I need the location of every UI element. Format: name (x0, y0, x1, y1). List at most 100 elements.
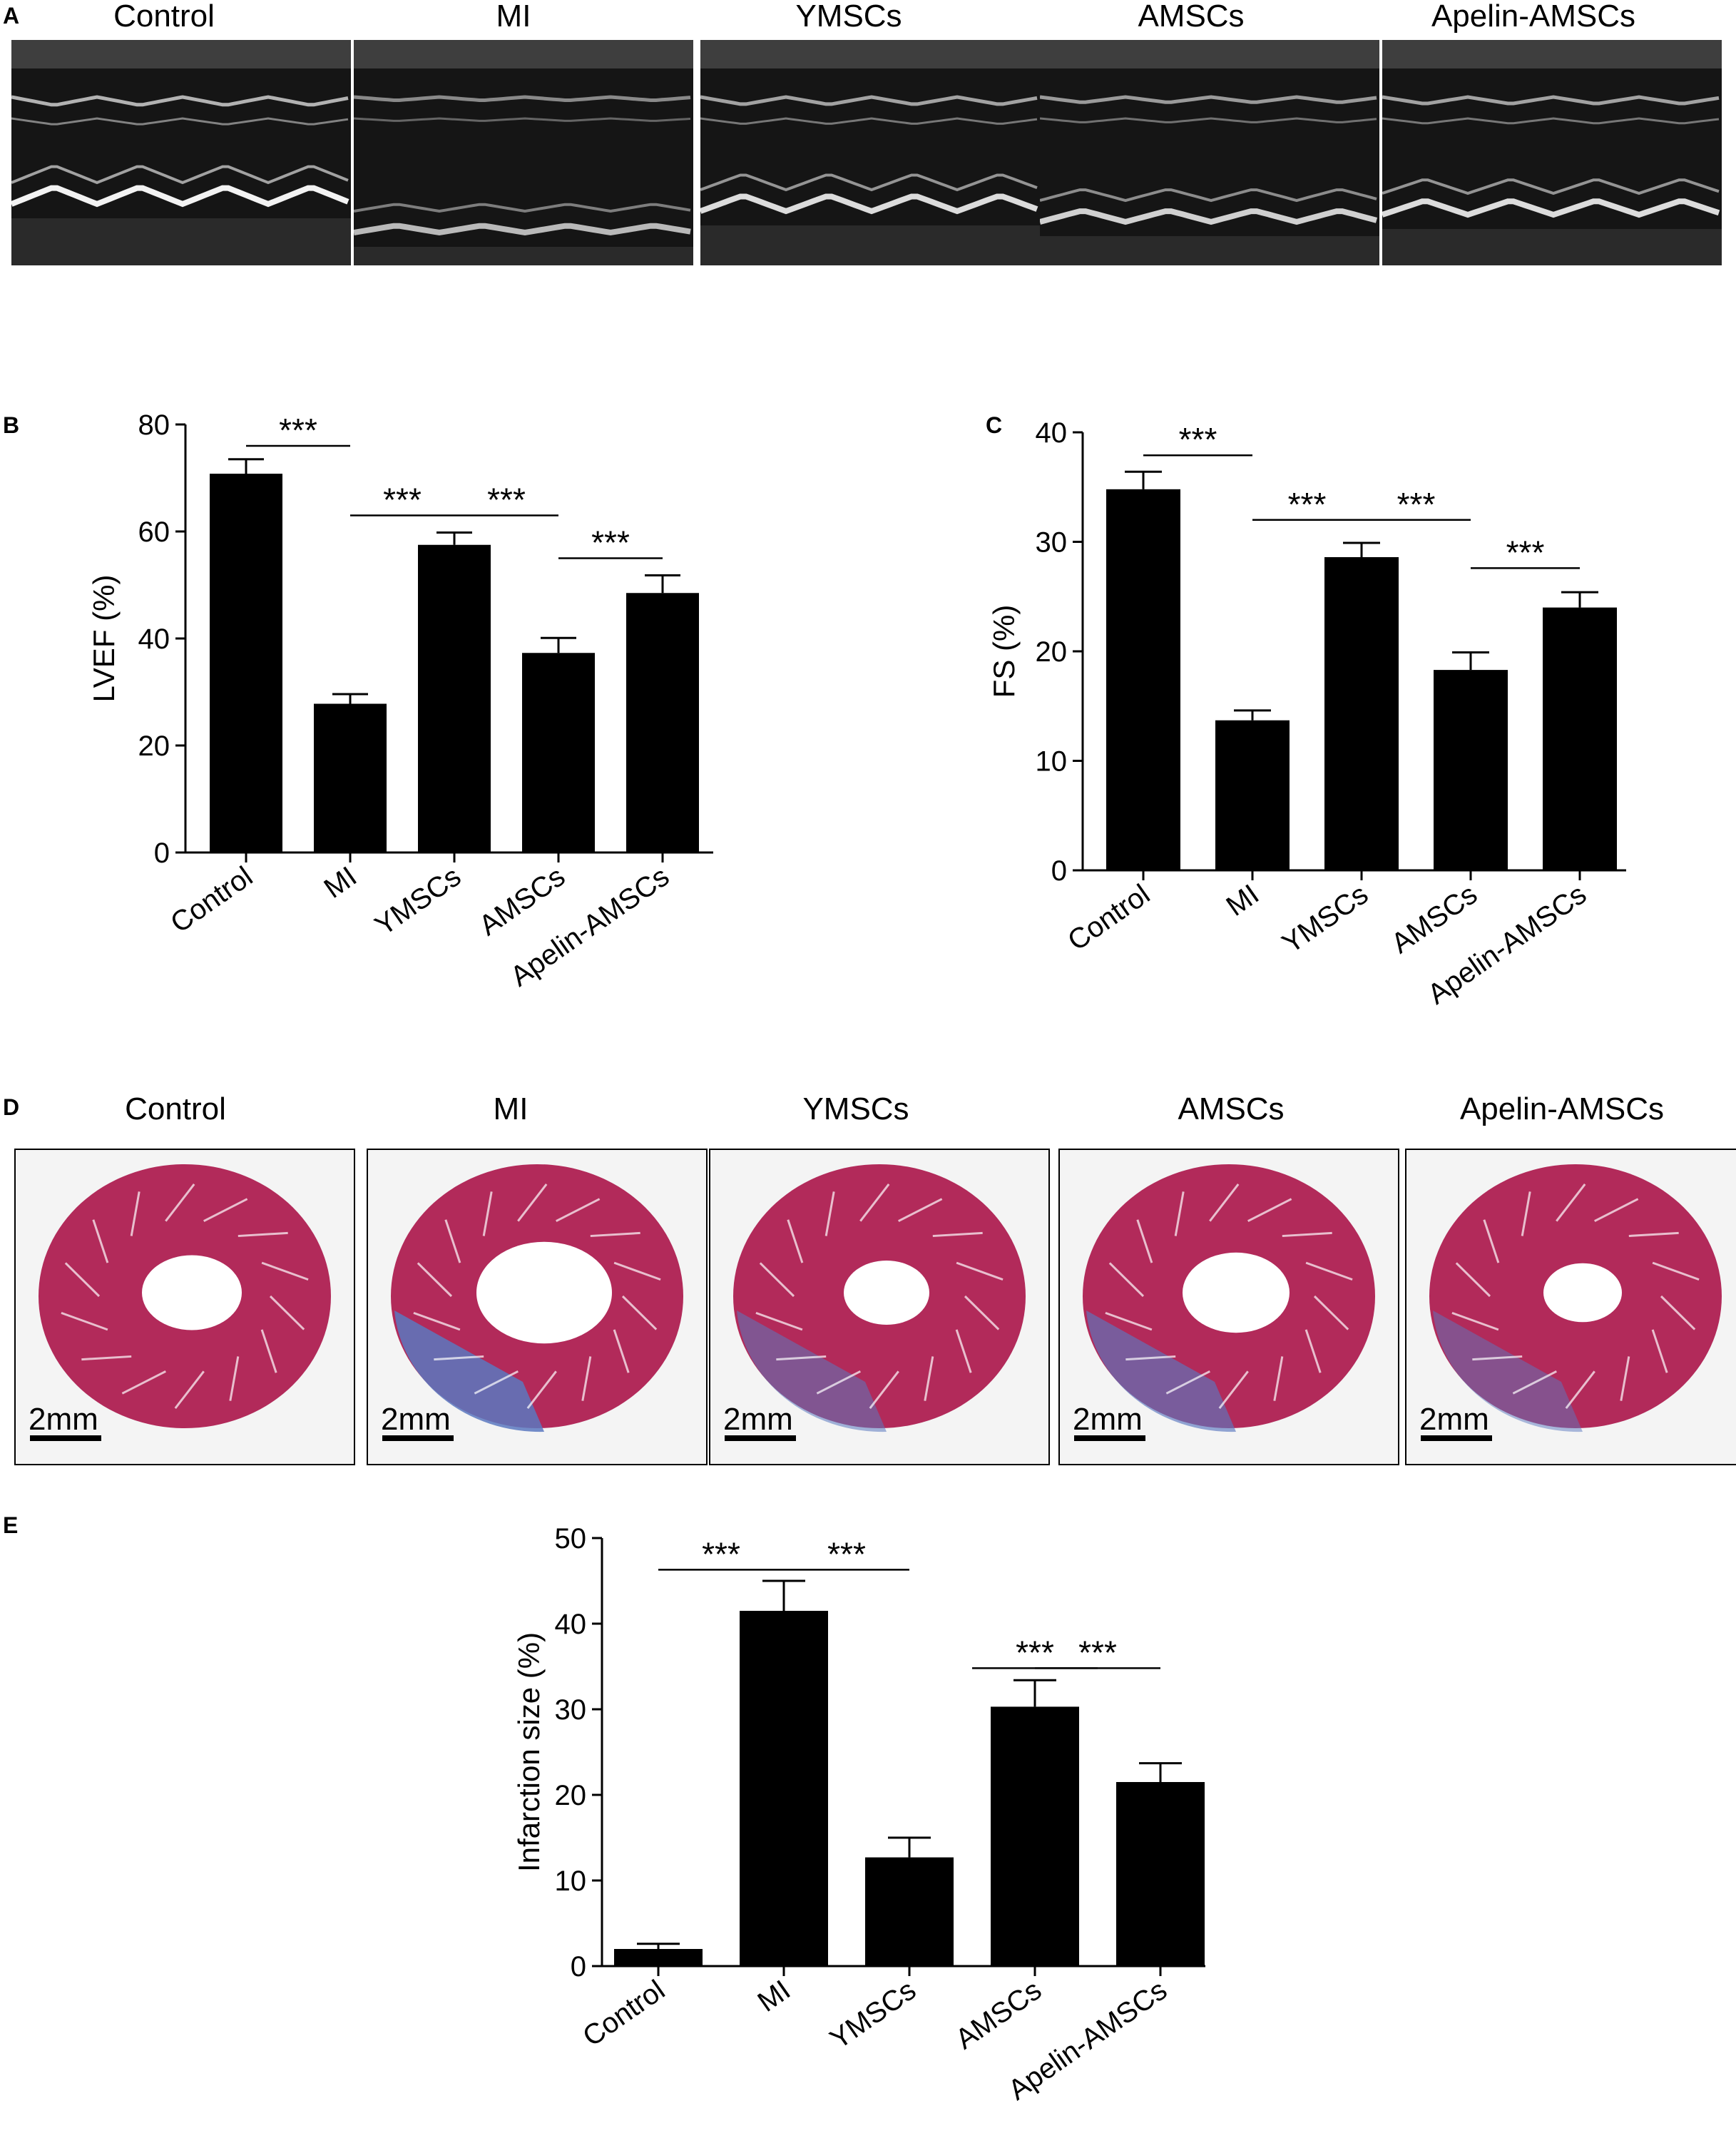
echo-trace-lower (354, 223, 691, 236)
echo-trace-upper (11, 95, 349, 107)
y-tick-label: 80 (138, 409, 170, 441)
echo-trace-upper (1382, 95, 1720, 106)
tissue-fissure (1556, 1184, 1586, 1222)
histo-title-control: Control (125, 1091, 226, 1126)
tissue-fissure (269, 1295, 305, 1330)
histo-title-amscs: AMSCs (1178, 1091, 1285, 1126)
tissue-fissure (787, 1219, 804, 1263)
x-tick-label: Control (577, 1974, 670, 2052)
tissue-fissure (1282, 1231, 1332, 1238)
echo-trace-upper-2 (1382, 117, 1720, 125)
histo-image-apelin-amscs: 2mm (1405, 1149, 1736, 1465)
tissue-fissure (517, 1184, 548, 1222)
tissue-fissure (1472, 1355, 1523, 1361)
x-tick-label: YMSCs (1277, 878, 1374, 960)
y-tick-label: 20 (555, 1780, 587, 1811)
y-tick-label: 30 (555, 1694, 587, 1726)
tissue-fissure (1165, 1370, 1210, 1395)
tissue-fissure (776, 1355, 827, 1361)
fibrotic-region (1433, 1310, 1583, 1432)
x-tick-label: AMSCs (1386, 878, 1483, 960)
echo-trace-lower (700, 193, 1038, 215)
tissue-fissure (1174, 1191, 1185, 1236)
echo-bottom-band (1382, 229, 1722, 265)
tissue-fissure (92, 1219, 109, 1263)
echo-bottom-band (11, 218, 351, 265)
fibrotic-region (394, 1310, 544, 1432)
x-tick-label: YMSCs (824, 1974, 921, 2055)
echo-image-mi (354, 40, 693, 265)
significance-label: *** (1288, 486, 1327, 523)
y-tick-label: 40 (138, 623, 170, 655)
echo-bottom-band (700, 225, 1040, 265)
tissue-fissure (1247, 1198, 1292, 1223)
bar-mi (740, 1611, 828, 1966)
chart-infarction-size: 0 10 20 30 40 50 Infarction size (%) Control MI Y… (456, 1505, 1312, 2147)
echo-trace-lower-2 (1040, 188, 1377, 203)
tissue-fissure (165, 1184, 195, 1222)
tissue-fissure (613, 1329, 630, 1373)
y-tick-label: 60 (138, 516, 170, 548)
bar-ymscs (1324, 556, 1399, 870)
x-tick-label: AMSCs (950, 1974, 1047, 2055)
tissue-fissure (1209, 1184, 1240, 1222)
tissue-fissure (556, 1198, 601, 1223)
tissue-fissure (613, 1261, 661, 1281)
histo-image-control: 2mm (14, 1149, 355, 1465)
scale-bar (382, 1435, 454, 1441)
bar-amscs (991, 1706, 1079, 1966)
scale-bar-label: 2mm (723, 1402, 793, 1437)
tissue-fissure (130, 1191, 141, 1236)
echo-trace-upper-2 (1040, 117, 1377, 123)
ventricle-cavity (476, 1241, 612, 1344)
tissue-fissure (1136, 1219, 1153, 1263)
significance-label: *** (1078, 1634, 1117, 1671)
tissue-fissure (924, 1356, 934, 1401)
tissue-fissure (621, 1295, 658, 1330)
y-tick-label: 10 (1036, 746, 1068, 778)
bar-control (1106, 489, 1180, 870)
echo-image-ymscs (700, 40, 1040, 265)
significance-label: *** (591, 524, 630, 561)
y-tick-label: 40 (1036, 417, 1068, 449)
echo-trace-upper (1040, 95, 1377, 104)
tissue-fissure (444, 1219, 461, 1263)
scale-bar (1421, 1435, 1492, 1441)
echo-image-control (11, 40, 351, 265)
x-tick-label: AMSCs (474, 860, 571, 942)
tissue-fissure (590, 1231, 640, 1238)
histo-title-ymscs: YMSCs (802, 1091, 909, 1126)
chart-fs: 0 10 20 30 40 FS (%) Control MI YMSCs AMSCs Apelin… (984, 399, 1733, 1070)
tissue-fissure (955, 1329, 972, 1373)
bar-apelin-amscs (1543, 607, 1617, 870)
tissue-fissure (238, 1231, 288, 1238)
echo-bottom-band (354, 247, 693, 265)
tissue-fissure (1108, 1262, 1145, 1298)
ventricle-cavity (1183, 1252, 1290, 1333)
y-axis-label: LVEF (%) (87, 575, 121, 703)
histo-image-mi: 2mm (367, 1149, 708, 1465)
scale-bar (725, 1435, 796, 1441)
bar-control (210, 474, 282, 852)
ventricle-cavity (844, 1261, 929, 1325)
y-tick-label: 20 (138, 731, 170, 762)
echo-trace-lower (1040, 208, 1378, 225)
panel-label-a: A (3, 3, 20, 29)
panel-label-c: C (986, 412, 1003, 438)
echo-title-control: Control (113, 0, 215, 34)
echo-background (1040, 40, 1379, 265)
echo-title-amscs: AMSCs (1138, 0, 1245, 34)
tissue-fissure (260, 1329, 277, 1373)
tissue-fissure (64, 1262, 101, 1298)
echo-trace-lower-2 (1382, 178, 1720, 195)
y-axis-label: Infarction size (%) (512, 1632, 546, 1872)
histo-title-mi: MI (493, 1091, 529, 1126)
tissue-fissure (1483, 1219, 1500, 1263)
tissue-fissure (1304, 1329, 1322, 1373)
significance-label: *** (487, 482, 526, 519)
ventricle-cavity (142, 1255, 242, 1330)
y-axis-label: FS (%) (987, 605, 1021, 698)
echo-trace-lower-2 (11, 165, 349, 185)
y-tick-label: 20 (1036, 636, 1068, 668)
tissue-fissure (474, 1370, 519, 1395)
